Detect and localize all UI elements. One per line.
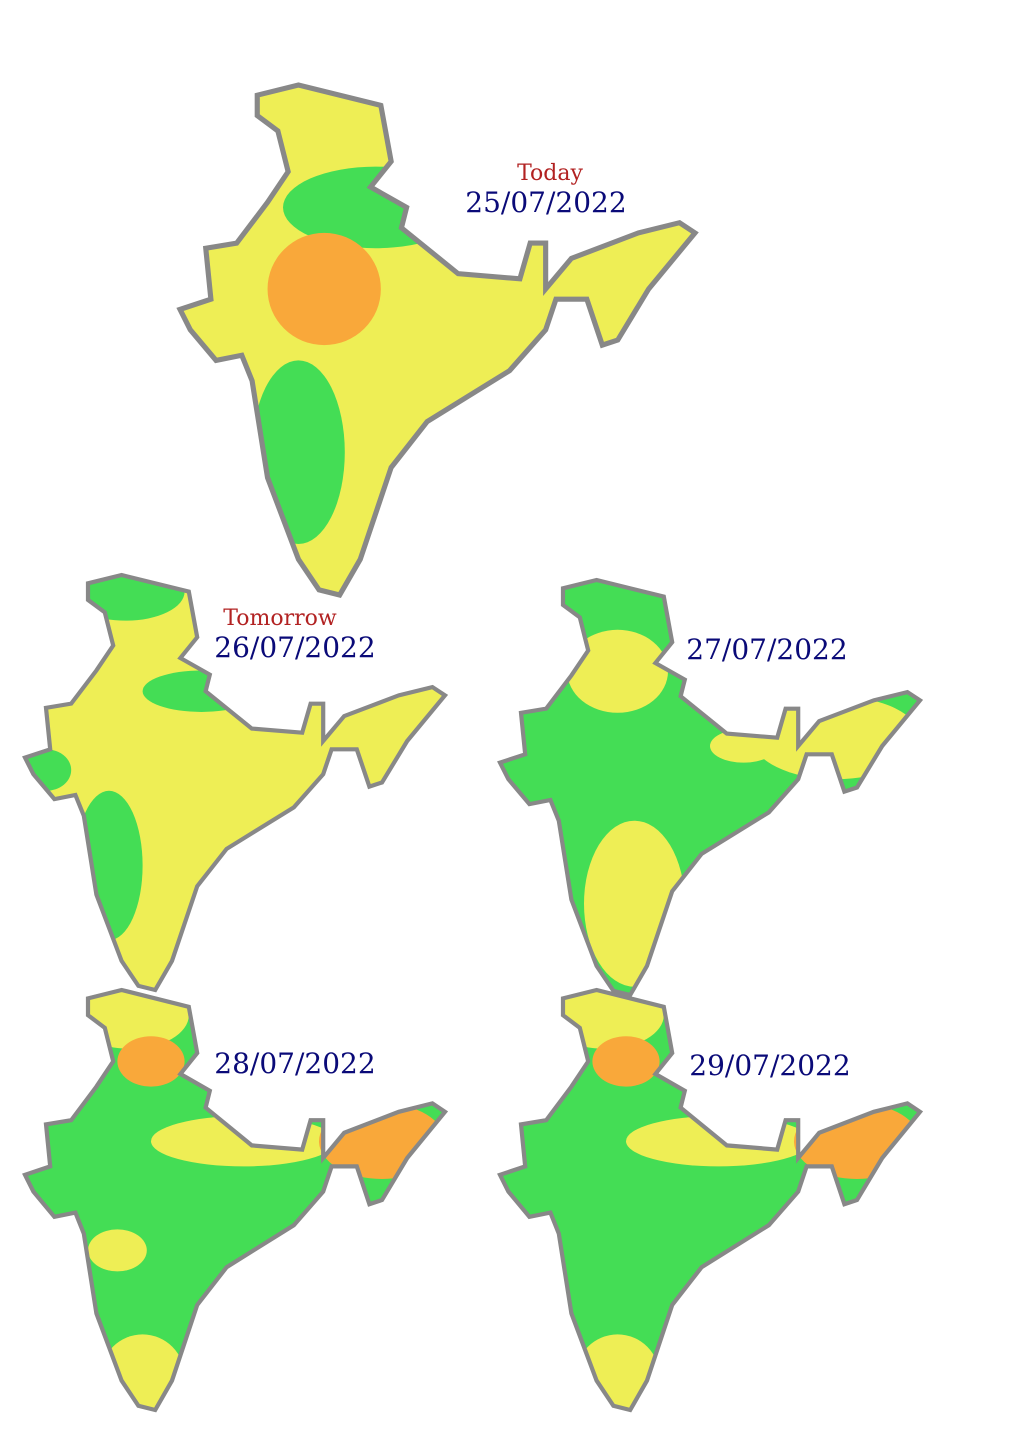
map-date: 29/07/2022 — [689, 1049, 850, 1082]
map-label: Today — [517, 161, 583, 186]
map-date: 25/07/2022 — [465, 186, 626, 219]
map-label: Tomorrow — [223, 606, 337, 631]
map-date: 26/07/2022 — [214, 631, 375, 664]
map-day-5 — [500, 982, 920, 1419]
map-date: 27/07/2022 — [686, 633, 847, 666]
map-today — [180, 85, 695, 595]
map-date: 28/07/2022 — [214, 1047, 375, 1080]
